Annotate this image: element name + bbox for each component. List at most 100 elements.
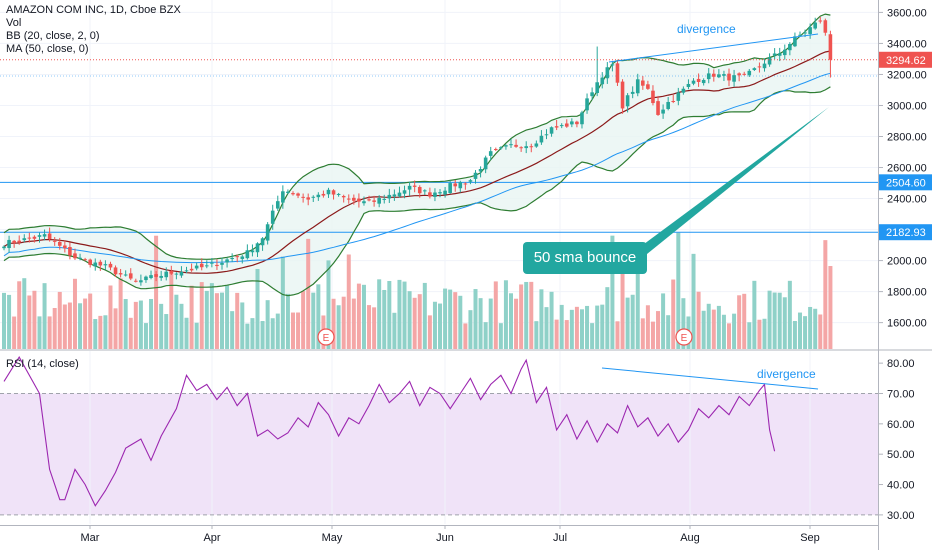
rsi-divergence-label[interactable]: divergence <box>757 367 816 381</box>
candle-body <box>326 189 331 195</box>
candle <box>448 180 452 194</box>
candle <box>316 192 321 201</box>
candle-body <box>808 27 812 34</box>
candle-body <box>377 198 381 204</box>
candle <box>73 248 77 260</box>
candle-body <box>118 273 123 275</box>
candle-body <box>301 196 305 198</box>
time-axis[interactable]: Mar Apr May Jun Jul Aug Sep <box>81 525 820 544</box>
candle <box>793 32 797 48</box>
candle <box>712 69 716 82</box>
volume-bar <box>346 254 351 349</box>
volume-bar <box>488 298 493 349</box>
candle-body <box>103 264 108 266</box>
volume-bar <box>377 279 382 349</box>
volume-bar <box>402 281 407 349</box>
volume-bar <box>245 323 250 349</box>
candle <box>575 120 579 128</box>
symbol-title[interactable]: AMAZON COM INC, 1D, Cboe BZX <box>6 4 181 16</box>
rsi-axis[interactable]: 30.00 40.00 50.00 60.00 70.00 80.00 <box>878 358 915 522</box>
volume-bar <box>356 283 361 349</box>
candle-body <box>275 201 280 209</box>
volume-bar <box>412 297 417 349</box>
price-pane: E E <box>0 0 878 349</box>
volume-bar <box>42 283 47 349</box>
candle <box>301 193 305 203</box>
volume-bar <box>615 321 620 349</box>
volume-bar <box>341 296 346 349</box>
volume-bar <box>285 293 290 349</box>
candle-body <box>63 245 67 249</box>
ma50-line <box>3 72 831 264</box>
earnings-marker[interactable]: E <box>675 328 693 346</box>
volume-bar <box>524 281 529 349</box>
volume-bar <box>392 312 397 349</box>
bollinger-lower-line <box>3 86 831 297</box>
volume-bar <box>83 298 88 349</box>
candle <box>407 181 412 196</box>
candle <box>686 79 691 90</box>
earnings-marker[interactable]: E <box>317 328 335 346</box>
candle-body <box>372 200 376 202</box>
candle-body <box>230 258 234 260</box>
time-tick-label: Jun <box>436 532 454 544</box>
candle-body <box>407 185 412 190</box>
candle-body <box>823 20 828 33</box>
candle <box>291 191 295 196</box>
volume-bar <box>757 319 762 349</box>
volume-bar <box>149 298 154 349</box>
candle <box>98 259 103 271</box>
candle <box>423 189 427 195</box>
volume-bar <box>301 291 306 349</box>
volume-bar <box>88 293 93 349</box>
rsi-tick-label: 60.00 <box>887 419 915 431</box>
candle-body <box>620 81 625 109</box>
candle-body <box>397 192 402 197</box>
sma-bounce-callout[interactable]: 50 sma bounce <box>523 242 647 274</box>
volume-bar <box>549 291 554 349</box>
volume-bar <box>498 323 503 349</box>
price-divergence-label[interactable]: divergence <box>677 22 736 36</box>
candle <box>676 87 681 106</box>
candle-body <box>742 73 747 75</box>
candle <box>159 270 163 281</box>
volume-bar <box>625 297 630 349</box>
volume-bar <box>72 278 77 349</box>
rsi-tick-label: 80.00 <box>887 358 915 370</box>
legend-bollinger[interactable]: BB (20, close, 2, 0) <box>6 30 100 42</box>
volume-bar <box>367 305 372 349</box>
candle <box>47 227 52 242</box>
candle <box>352 194 356 205</box>
candle <box>210 257 214 268</box>
candle <box>458 180 463 193</box>
candle <box>128 268 133 281</box>
candle <box>250 244 255 257</box>
candle <box>154 271 158 282</box>
candle <box>417 185 422 198</box>
legend-ma50[interactable]: MA (50, close, 0) <box>6 43 89 55</box>
rsi-legend[interactable]: RSI (14, close) <box>6 358 79 370</box>
time-tick-label: Sep <box>800 532 820 544</box>
candle-body <box>762 63 767 69</box>
volume-bar <box>194 322 199 349</box>
candle <box>493 147 498 152</box>
candle-body <box>818 20 823 22</box>
candle-body <box>524 146 529 149</box>
volume-bar <box>250 318 255 349</box>
volume-bar <box>671 279 676 349</box>
price-axis-tags: 2504.60 2182.93 3294.62 <box>879 51 932 241</box>
candle-body <box>757 66 762 68</box>
candle-body <box>630 91 635 94</box>
candle-body <box>199 263 204 268</box>
legend-volume[interactable]: Vol <box>6 17 22 29</box>
candle-body <box>42 234 47 237</box>
volume-bar <box>199 282 204 349</box>
candle <box>7 235 11 253</box>
candle-body <box>691 80 696 84</box>
volume-bar <box>640 318 645 349</box>
candle <box>88 258 92 268</box>
price-tick-label: 3000.00 <box>887 100 927 112</box>
volume-bar <box>361 284 366 349</box>
candle <box>737 72 741 82</box>
level-price-tag: 2182.93 <box>879 224 932 241</box>
